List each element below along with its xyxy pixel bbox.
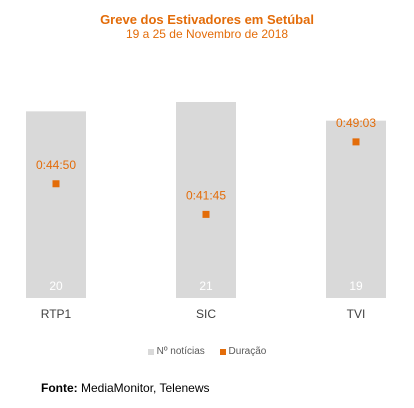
legend-label-duracao: Duração	[228, 346, 267, 357]
duration-label-rtp1: 0:44:50	[36, 158, 76, 172]
source-text: MediaMonitor, Telenews	[81, 381, 210, 395]
duration-marker-rtp1	[52, 180, 60, 188]
bar-value-label-rtp1: 20	[49, 279, 63, 293]
legend-swatch-duracao	[219, 348, 226, 355]
duration-label-tvi: 0:49:03	[336, 116, 376, 130]
legend-item-duracao: Duração	[219, 346, 267, 357]
source-label: Fonte:	[41, 381, 78, 395]
category-label-sic: SIC	[196, 307, 216, 321]
chart-subtitle: 19 a 25 de Novembro de 2018	[125, 27, 289, 41]
legend-label-noticias: Nº notícias	[156, 346, 205, 357]
bar-value-label-sic: 21	[199, 279, 213, 293]
plot-area: 20 RTP1 0:44:50 21 SIC 0:41:45 19 TVI 0:49:03	[26, 102, 386, 321]
category-label-rtp1: RTP1	[41, 307, 72, 321]
bar-rtp1	[26, 111, 86, 298]
source-note: Fonte: MediaMonitor, Telenews	[41, 381, 210, 395]
bar-value-label-tvi: 19	[349, 279, 363, 293]
legend-swatch-noticias	[147, 348, 154, 355]
bar-tvi	[326, 120, 386, 299]
duration-label-sic: 0:41:45	[186, 188, 226, 202]
bar-sic	[176, 102, 236, 298]
chart-title: Greve dos Estivadores em Setúbal	[100, 12, 314, 27]
duration-marker-sic	[202, 210, 210, 218]
category-label-tvi: TVI	[347, 307, 366, 321]
duration-marker-tvi	[352, 138, 360, 146]
legend-item-noticias: Nº notícias	[147, 346, 205, 357]
legend: Nº notícias Duração	[0, 346, 414, 358]
